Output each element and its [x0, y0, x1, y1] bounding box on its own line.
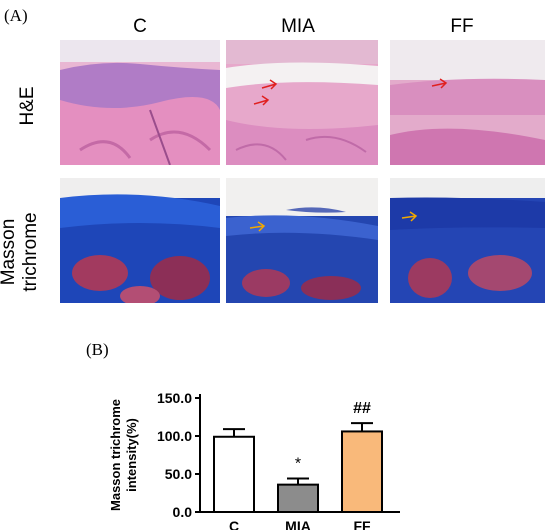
significance-marker: *	[295, 456, 301, 473]
masson-image-ff	[390, 178, 545, 303]
he-image-c	[60, 40, 220, 165]
x-tick-label: FF	[353, 518, 371, 530]
column-header-ff: FF	[450, 16, 474, 37]
bar-mia	[277, 483, 319, 513]
y-axis-label: Masson trichrome intensity(%)	[108, 399, 139, 511]
bar-ff	[341, 430, 383, 513]
significance-marker: ##	[353, 400, 371, 417]
column-header-c: C	[133, 16, 147, 37]
bar-chart: Masson trichrome intensity(%) 0.0 50.0 100.…	[108, 390, 400, 530]
masson-image-mia	[226, 178, 378, 303]
he-image-ff	[390, 40, 545, 165]
x-tick-label: MIA	[285, 518, 311, 530]
row-label-he: H&E	[17, 86, 38, 126]
column-header-mia: MIA	[281, 16, 315, 37]
y-axis-label-line: intensity(%)	[124, 418, 139, 492]
y-tick-label: 50.0	[165, 466, 192, 482]
y-tick-label: 100.0	[157, 428, 192, 444]
y-tick-label: 150.0	[157, 390, 192, 406]
y-axis-label-line: Masson trichrome	[108, 399, 123, 511]
panel-b-label: (B)	[86, 340, 109, 359]
y-tick-label: 0.0	[173, 504, 193, 520]
masson-image-c	[60, 178, 220, 303]
row-label-masson: Masson trichrome	[0, 192, 42, 312]
he-image-mia	[226, 40, 378, 165]
x-tick-label: C	[229, 518, 239, 530]
row-label-masson-text: Masson trichrome	[0, 212, 41, 292]
bar-c	[213, 435, 255, 513]
panel-a-label: (A)	[4, 6, 28, 25]
